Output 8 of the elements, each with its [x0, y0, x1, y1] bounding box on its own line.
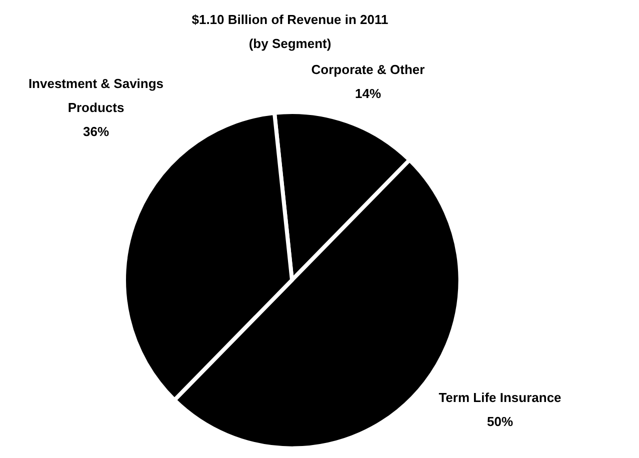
slice-label: Corporate & Other	[311, 62, 425, 77]
chart-title: $1.10 Billion of Revenue in 2011	[192, 12, 388, 27]
chart-subtitle: (by Segment)	[248, 36, 332, 51]
data-label: 14%	[354, 86, 382, 101]
data-label: 50%	[486, 414, 514, 429]
data-label: 36%	[82, 124, 110, 139]
slice-label: Term Life Insurance	[438, 390, 562, 405]
slice-label: Investment & Savings Products	[28, 76, 164, 115]
